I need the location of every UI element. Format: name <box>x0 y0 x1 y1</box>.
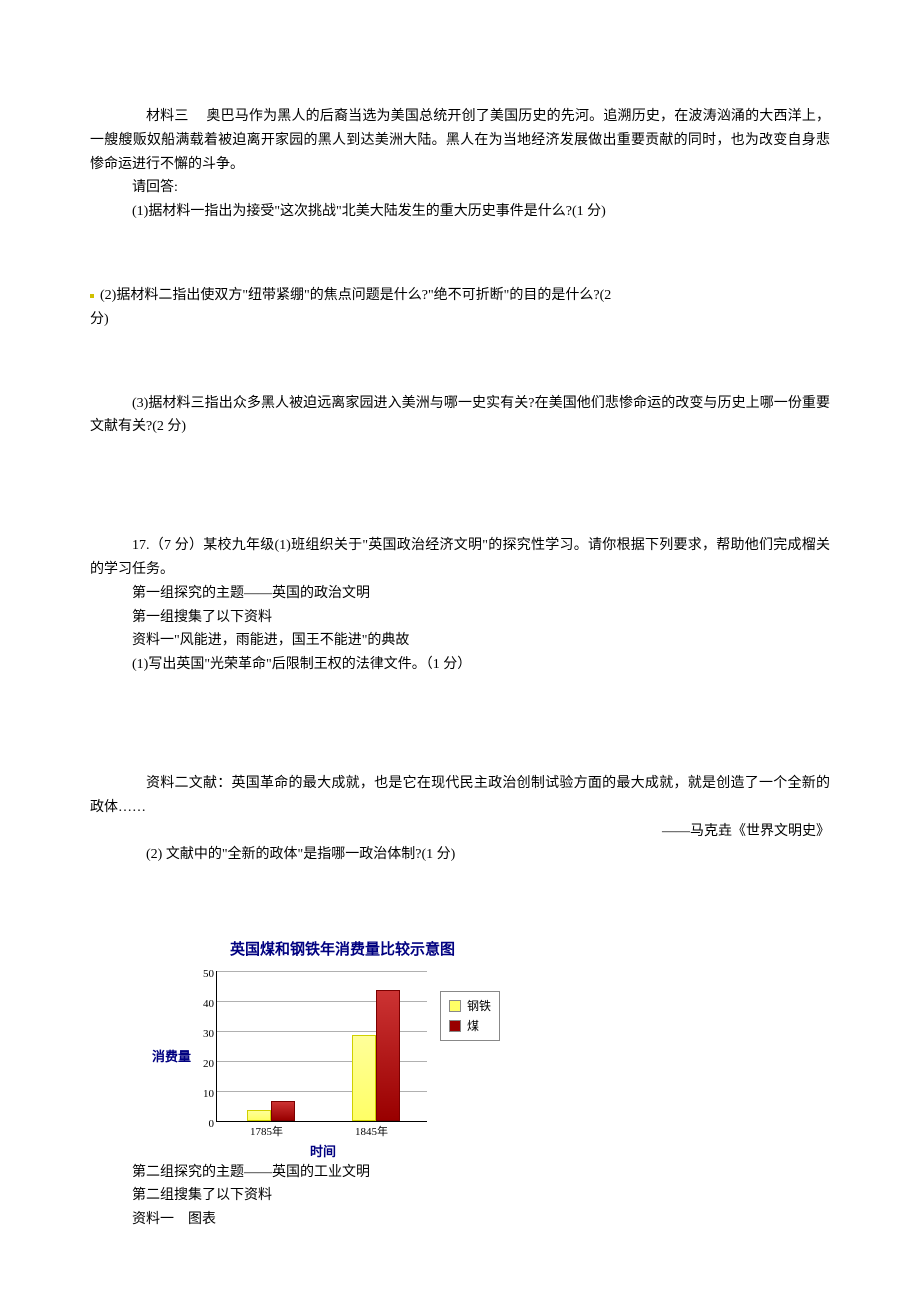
legend-row: 煤 <box>449 1016 491 1036</box>
legend-row: 钢铁 <box>449 996 491 1016</box>
legend-swatch <box>449 1000 461 1012</box>
chart-title: 英国煤和钢铁年消费量比较示意图 <box>230 937 830 963</box>
chart-area: 消费量 时间 01020304050 1785年1845年 钢铁煤 <box>160 971 520 1161</box>
group1-topic: 第一组探究的主题——英国的政治文明 <box>90 582 830 606</box>
group2-intro: 第二组搜集了以下资料 <box>90 1184 830 1208</box>
chart-bar <box>271 1101 295 1121</box>
y-tick-label: 30 <box>196 1025 214 1044</box>
sub-question-1: (1)写出英国"光荣革命"后限制王权的法律文件。（1 分） <box>90 653 830 677</box>
y-tick-label: 10 <box>196 1085 214 1104</box>
y-tick-label: 20 <box>196 1055 214 1074</box>
resource-1-group2: 资料一 图表 <box>90 1208 830 1232</box>
question-17-intro: 17.（7 分）某校九年级(1)班组织关于"英国政治经济文明"的探究性学习。请你… <box>90 534 830 582</box>
question-2-tail: 分) <box>90 308 830 332</box>
consumption-chart: 英国煤和钢铁年消费量比较示意图 消费量 时间 01020304050 1785年… <box>160 937 830 1161</box>
plot-area <box>216 971 427 1122</box>
chart-bar <box>352 1035 376 1121</box>
sub-question-2: (2) 文献中的"全新的政体"是指哪一政治体制?(1 分) <box>90 843 830 867</box>
x-tick-label: 1785年 <box>250 1123 283 1142</box>
y-tick-label: 0 <box>196 1115 214 1134</box>
material3-paragraph: 材料三 奥巴马作为黑人的后裔当选为美国总统开创了美国历史的先河。追溯历史，在波涛… <box>90 105 830 176</box>
question-3: (3)据材料三指出众多黑人被迫远离家园进入美洲与哪一史实有关?在美国他们悲惨命运… <box>90 392 830 440</box>
resource-2-source: ——马克垚《世界文明史》 <box>90 820 830 844</box>
answer-prompt: 请回答: <box>90 176 830 200</box>
legend-swatch <box>449 1020 461 1032</box>
legend-label: 煤 <box>467 1016 479 1036</box>
resource-1: 资料一"风能进，雨能进，国王不能进"的典故 <box>90 629 830 653</box>
x-tick-label: 1845年 <box>355 1123 388 1142</box>
chart-legend: 钢铁煤 <box>440 991 500 1042</box>
group1-intro: 第一组搜集了以下资料 <box>90 606 830 630</box>
bullet-dot-icon <box>90 294 94 298</box>
question-2-text-a: (2)据材料二指出使双方"纽带紧绷"的焦点问题是什么?"绝不可折断"的目的是什么… <box>100 288 611 303</box>
group2-topic: 第二组探究的主题——英国的工业文明 <box>90 1161 830 1185</box>
y-tick-label: 50 <box>196 965 214 984</box>
legend-label: 钢铁 <box>467 996 491 1016</box>
resource-2-text: 资料二文献：英国革命的最大成就，也是它在现代民主政治创制试验方面的最大成就，就是… <box>90 772 830 820</box>
chart-bar <box>376 990 400 1121</box>
y-axis-label: 消费量 <box>152 1046 191 1068</box>
question-2: (2)据材料二指出使双方"纽带紧绷"的焦点问题是什么?"绝不可折断"的目的是什么… <box>90 284 830 308</box>
y-tick-label: 40 <box>196 995 214 1014</box>
x-axis-label: 时间 <box>310 1141 336 1163</box>
chart-bar <box>247 1110 271 1121</box>
question-1: (1)据材料一指出为接受"这次挑战"北美大陆发生的重大历史事件是什么?(1 分) <box>90 200 830 224</box>
